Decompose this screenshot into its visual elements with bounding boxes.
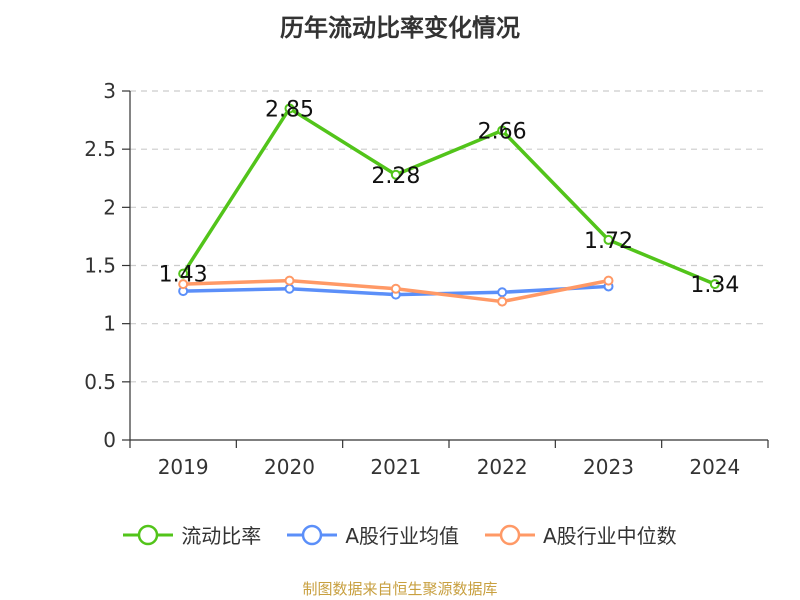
legend-label: 流动比率: [181, 524, 262, 548]
data-point: [178, 279, 189, 290]
data-point: [603, 234, 614, 245]
y-tick-label: 2.5: [84, 137, 116, 161]
legend-line-circle-icon: [485, 524, 535, 545]
y-tick-label: 0: [103, 428, 116, 452]
x-tick-label: 2020: [264, 455, 315, 479]
legend-item[interactable]: 流动比率: [123, 520, 261, 549]
data-point: [390, 169, 401, 180]
data-point: [284, 283, 295, 294]
x-tick-label: 2019: [158, 455, 209, 479]
y-tick-label: 2: [103, 195, 116, 219]
grid-lines: [130, 90, 768, 383]
legend-item[interactable]: A股行业中位数: [485, 520, 677, 549]
data-point: [603, 275, 614, 286]
x-tick-label: 2023: [583, 455, 634, 479]
series-group: [178, 275, 614, 307]
data-label: 1.34: [690, 273, 739, 298]
series-lines: [178, 103, 720, 307]
data-point: [497, 125, 508, 136]
data-point: [390, 283, 401, 294]
data-point: [178, 268, 189, 279]
data-label: 1.43: [159, 263, 208, 288]
data-label: 2.66: [478, 120, 527, 145]
data-point: [709, 279, 720, 290]
legend: 流动比率 A股行业均值 A股行业中位数: [0, 520, 800, 549]
x-tick-label: 2024: [689, 455, 740, 479]
data-point: [284, 103, 295, 114]
data-label: 2.85: [265, 97, 314, 122]
series-line: [181, 106, 717, 286]
data-label: 1.72: [584, 229, 633, 254]
chart-title: 历年流动比率变化情况: [280, 14, 520, 42]
y-tick-label: 1.5: [84, 254, 116, 278]
legend-line-circle-icon: [123, 524, 174, 545]
x-tick-label: 2021: [370, 455, 421, 479]
y-tick-label: 0.5: [84, 370, 116, 394]
data-label: 2.28: [371, 164, 420, 189]
x-tick-label: 2022: [477, 455, 528, 479]
legend-item[interactable]: A股行业均值: [287, 520, 459, 549]
series-group: [178, 103, 720, 290]
y-tick-label: 1: [103, 312, 116, 336]
data-point: [497, 296, 508, 307]
legend-label: A股行业中位数: [543, 524, 677, 548]
axes: 0 0.5 1 1.5 2 2.5 3 2019 2020 2021 2022 2023 2024: [84, 79, 769, 479]
legend-line-circle-icon: [287, 524, 338, 545]
data-point: [284, 275, 295, 286]
y-tick-label: 3: [103, 79, 116, 103]
source-note: 制图数据来自恒生聚源数据库: [302, 580, 498, 598]
legend-label: A股行业均值: [345, 524, 459, 548]
data-labels: 1.43 2.85 2.28 2.66 1.72 1.34: [159, 97, 740, 298]
data-point: [497, 287, 508, 298]
